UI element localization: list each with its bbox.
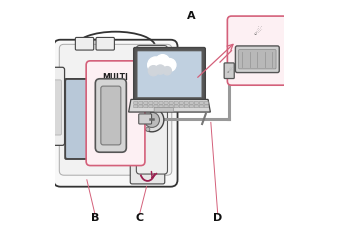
FancyBboxPatch shape: [194, 101, 198, 104]
Circle shape: [148, 57, 164, 73]
FancyBboxPatch shape: [101, 86, 121, 145]
FancyBboxPatch shape: [130, 164, 165, 184]
FancyBboxPatch shape: [204, 105, 208, 108]
FancyBboxPatch shape: [139, 114, 152, 124]
FancyBboxPatch shape: [159, 101, 163, 104]
Polygon shape: [128, 99, 211, 112]
FancyBboxPatch shape: [54, 40, 178, 187]
Text: MULTI: MULTI: [103, 73, 128, 82]
Circle shape: [163, 67, 171, 75]
FancyBboxPatch shape: [154, 105, 158, 108]
FancyBboxPatch shape: [184, 101, 188, 104]
Circle shape: [144, 112, 159, 128]
Circle shape: [146, 127, 150, 131]
FancyBboxPatch shape: [137, 51, 202, 97]
Circle shape: [156, 55, 170, 68]
FancyBboxPatch shape: [134, 48, 205, 101]
FancyBboxPatch shape: [174, 101, 178, 104]
FancyBboxPatch shape: [95, 79, 126, 152]
FancyBboxPatch shape: [136, 46, 167, 174]
FancyBboxPatch shape: [96, 37, 114, 50]
Circle shape: [148, 66, 158, 76]
FancyBboxPatch shape: [184, 105, 188, 108]
FancyBboxPatch shape: [75, 37, 94, 50]
FancyBboxPatch shape: [164, 105, 168, 108]
Text: B: B: [91, 213, 99, 223]
FancyBboxPatch shape: [189, 101, 193, 104]
Circle shape: [163, 58, 176, 71]
FancyBboxPatch shape: [49, 67, 64, 145]
FancyBboxPatch shape: [174, 105, 178, 108]
Circle shape: [140, 108, 164, 132]
FancyBboxPatch shape: [189, 105, 193, 108]
FancyBboxPatch shape: [224, 63, 234, 79]
FancyBboxPatch shape: [139, 105, 143, 108]
FancyBboxPatch shape: [159, 105, 163, 108]
FancyBboxPatch shape: [149, 101, 153, 104]
FancyBboxPatch shape: [52, 80, 61, 135]
FancyBboxPatch shape: [227, 16, 287, 85]
FancyBboxPatch shape: [164, 101, 168, 104]
Text: C: C: [136, 213, 144, 223]
Circle shape: [149, 86, 155, 92]
FancyBboxPatch shape: [86, 61, 145, 166]
Text: D: D: [213, 213, 222, 223]
FancyBboxPatch shape: [179, 105, 183, 108]
FancyBboxPatch shape: [199, 101, 203, 104]
FancyBboxPatch shape: [144, 101, 148, 104]
FancyBboxPatch shape: [154, 101, 158, 104]
FancyBboxPatch shape: [204, 101, 208, 104]
FancyBboxPatch shape: [134, 101, 138, 104]
FancyBboxPatch shape: [134, 105, 138, 108]
Circle shape: [156, 65, 165, 74]
FancyBboxPatch shape: [194, 105, 198, 108]
FancyBboxPatch shape: [169, 105, 173, 108]
FancyBboxPatch shape: [139, 101, 143, 104]
FancyBboxPatch shape: [59, 44, 172, 175]
Text: A: A: [187, 11, 196, 21]
FancyBboxPatch shape: [179, 101, 183, 104]
Text: ☄: ☄: [253, 27, 262, 37]
FancyBboxPatch shape: [149, 105, 153, 108]
FancyBboxPatch shape: [144, 105, 148, 108]
FancyBboxPatch shape: [169, 101, 173, 104]
FancyBboxPatch shape: [239, 50, 276, 69]
FancyBboxPatch shape: [235, 46, 279, 73]
FancyBboxPatch shape: [199, 105, 203, 108]
FancyBboxPatch shape: [65, 79, 126, 159]
FancyBboxPatch shape: [143, 99, 151, 117]
FancyBboxPatch shape: [154, 107, 174, 112]
Text: ☄: ☄: [226, 68, 232, 74]
